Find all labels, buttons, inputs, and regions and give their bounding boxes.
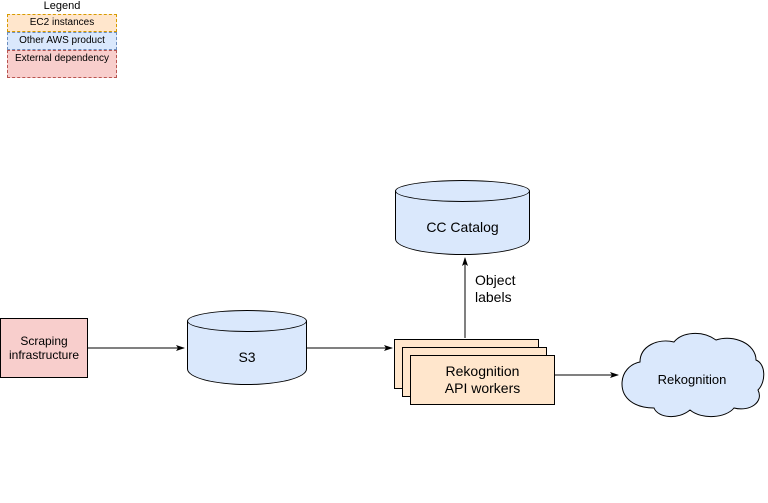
- node-workers-label: RekognitionAPI workers: [445, 363, 520, 397]
- node-s3: S3: [187, 310, 307, 385]
- edge-label-object-labels: Objectlabels: [475, 272, 515, 306]
- node-scraping: Scrapinginfrastructure: [0, 318, 88, 378]
- legend-item-ec2: EC2 instances: [7, 14, 117, 32]
- legend: Legend EC2 instances Other AWS product E…: [7, 0, 117, 78]
- cylinder-top: [395, 180, 530, 202]
- node-rekognition: Rekognition: [616, 330, 768, 425]
- node-scraping-label: Scrapinginfrastructure: [9, 334, 79, 363]
- node-workers: RekognitionAPI workers: [410, 355, 555, 405]
- node-catalog: CC Catalog: [395, 180, 530, 255]
- legend-title: Legend: [7, 0, 117, 12]
- node-rekognition-label: Rekognition: [616, 372, 768, 387]
- node-catalog-label: CC Catalog: [395, 219, 530, 235]
- node-s3-label: S3: [187, 349, 307, 365]
- legend-item-aws: Other AWS product: [7, 32, 117, 50]
- legend-item-external: External dependency: [7, 50, 117, 78]
- cylinder-top: [187, 310, 307, 332]
